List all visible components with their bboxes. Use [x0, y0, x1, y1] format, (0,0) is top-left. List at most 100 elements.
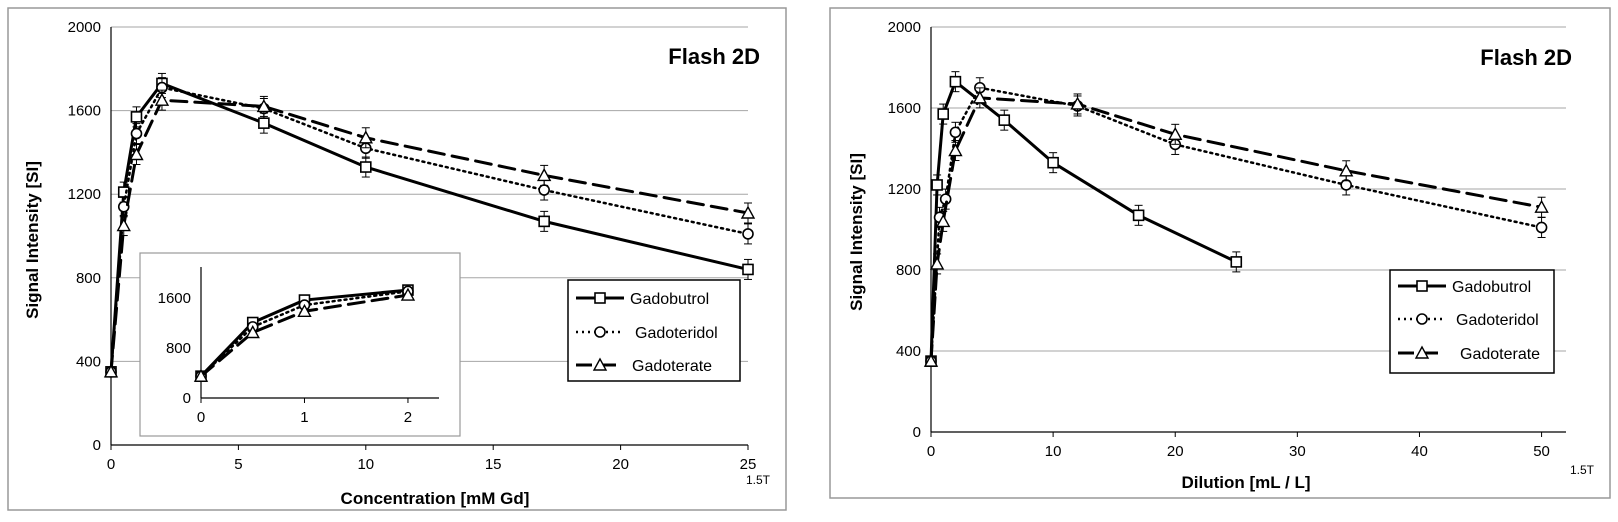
- right-y-tick-label: 400: [896, 343, 921, 360]
- right-data-point-gadobutrol: [949, 75, 962, 88]
- left-data-point-gadoterate: [154, 92, 170, 106]
- left-legend-marks: [576, 292, 624, 371]
- left-legend-marker-gadoterate: [592, 357, 608, 371]
- left-data-point-gadobutrol: [538, 215, 550, 228]
- inset-y-tick-label: 0: [183, 390, 191, 407]
- right-data-point-gadoteridol: [1535, 221, 1548, 234]
- left-series-line-gadoteridol: [109, 86, 750, 374]
- right-data-point-gadobutrol: [1230, 256, 1243, 268]
- left-y-axis-label: Signal Intensity [SI]: [23, 161, 42, 319]
- left-y-tick-label: 1200: [68, 186, 101, 203]
- left-chart-title: Flash 2D: [668, 44, 760, 69]
- left-y-tick-label: 800: [76, 270, 101, 287]
- left-data-point-gadobutrol: [742, 263, 754, 276]
- inset-x-tick-label: 2: [404, 409, 412, 426]
- left-x-tick-label: 0: [107, 456, 115, 473]
- right-x-tick-label: 50: [1533, 443, 1550, 460]
- left-legend-marker-gadoteridol: [594, 326, 606, 338]
- left-y-tick-label: 0: [93, 437, 101, 454]
- inset-y-tick-label: 800: [166, 340, 191, 357]
- left-legend-label-gadoteridol: Gadoteridol: [635, 325, 718, 342]
- right-data-point-gadoterate: [948, 143, 963, 157]
- left-field-strength-label: 1.5T: [746, 473, 771, 487]
- right-data-point-gadobutrol: [998, 114, 1011, 126]
- right-data-point-gadobutrol: [1132, 209, 1145, 222]
- left-data-point-gadobutrol: [359, 161, 372, 173]
- right-x-tick-label: 10: [1045, 443, 1062, 460]
- right-chart: 0 400 800 1200 1600 2000 0 10 20 30 40 50: [888, 19, 1566, 460]
- left-x-tick-label: 25: [740, 456, 757, 473]
- right-legend-marks: [1398, 280, 1446, 359]
- right-data-point-gadoterate: [1070, 96, 1085, 110]
- right-data-point-gadoterate: [972, 90, 988, 104]
- inset-chart: 0 800 1600 0 1 2: [139, 252, 461, 437]
- right-data-point-gadoterate: [936, 213, 951, 228]
- right-x-axis-label: Dilution [mL / L]: [1181, 473, 1310, 492]
- right-data-point-gadoteridol: [1340, 179, 1352, 191]
- left-data-point-gadoteridol: [742, 228, 754, 240]
- inset-series-line-gadoteridol: [199, 290, 410, 378]
- inset-data-point-gadoterate: [400, 287, 416, 301]
- right-x-tick-label: 20: [1167, 443, 1184, 460]
- left-data-point-gadoterate: [103, 364, 119, 378]
- right-y-tick-label: 800: [896, 262, 921, 279]
- right-y-tick-label: 0: [913, 424, 921, 441]
- left-x-tick-label: 15: [485, 456, 502, 473]
- right-y-tick-label: 1200: [888, 181, 921, 198]
- inset-data-point-gadoterate: [297, 303, 312, 317]
- right-legend-label-gadoterate: Gadoterate: [1460, 346, 1540, 363]
- right-legend-marker-gadoterate: [1414, 345, 1430, 359]
- right-field-strength-label: 1.5T: [1570, 463, 1595, 477]
- left-x-axis-label: Concentration [mM Gd]: [341, 489, 530, 508]
- right-legend-label-gadobutrol: Gadobutrol: [1452, 279, 1531, 296]
- right-data-point-gadobutrol: [931, 179, 943, 191]
- left-legend-label-gadobutrol: Gadobutrol: [630, 291, 709, 308]
- right-x-tick-label: 40: [1411, 443, 1428, 460]
- left-legend-marker-gadobutrol: [594, 292, 606, 304]
- right-data-point-gadoterate: [1168, 126, 1183, 141]
- left-x-tick-label: 5: [234, 456, 242, 473]
- right-chart-title: Flash 2D: [1480, 45, 1572, 70]
- inset-x-tick-label: 0: [197, 409, 205, 426]
- left-data-point-gadoterate: [116, 218, 131, 232]
- inset-data-point-gadoterate: [193, 368, 209, 382]
- left-data-point-gadoterate: [536, 167, 552, 182]
- right-y-axis-label: Signal Intensity [SI]: [847, 153, 866, 311]
- left-y-tick-label: 400: [76, 353, 101, 370]
- right-y-tick-label: 2000: [888, 19, 921, 36]
- left-data-point-gadoterate: [740, 205, 756, 219]
- inset-x-tick-label: 1: [300, 409, 308, 426]
- left-y-tick-label: 1600: [68, 103, 101, 120]
- left-data-point-gadoteridol: [538, 184, 550, 196]
- right-y-tick-label: 1600: [888, 100, 921, 117]
- right-data-point-gadoterate: [1339, 163, 1354, 177]
- left-data-point-gadoterate: [129, 147, 144, 161]
- right-data-point-gadoterate: [923, 353, 939, 367]
- right-legend: Gadobutrol Gadoteridol Gadoterate: [1389, 269, 1555, 374]
- left-y-tick-label: 2000: [68, 19, 101, 36]
- left-data-point-gadobutrol: [258, 117, 270, 129]
- inset-series-line-gadobutrol: [199, 288, 410, 378]
- left-series-line-gadoterate: [109, 98, 750, 374]
- left-legend-label-gadoterate: Gadoterate: [632, 358, 712, 375]
- inset-data-point-gadoterate: [245, 325, 260, 339]
- right-data-point-gadobutrol: [1047, 156, 1059, 169]
- right-data-point-gadoterate: [1534, 199, 1549, 213]
- right-legend-marker-gadoteridol: [1416, 313, 1428, 325]
- right-data-point-gadobutrol: [937, 108, 950, 120]
- right-legend-label-gadoteridol: Gadoteridol: [1456, 312, 1539, 329]
- right-data-point-gadoteridol: [949, 126, 962, 139]
- right-x-tick-label: 0: [927, 443, 935, 460]
- right-legend-marker-gadobutrol: [1416, 280, 1428, 292]
- right-data-point-gadoterate: [929, 256, 945, 270]
- inset-series-line-gadoterate: [199, 293, 410, 378]
- left-data-point-gadoterate: [256, 98, 272, 113]
- left-x-tick-label: 20: [612, 456, 629, 473]
- inset-frame: [139, 252, 461, 437]
- left-data-point-gadoterate: [358, 130, 373, 144]
- left-data-point-gadoteridol: [130, 127, 143, 140]
- left-data-point-gadobutrol: [130, 111, 143, 123]
- inset-y-tick-label: 1600: [158, 290, 191, 307]
- left-legend: Gadobutrol Gadoteridol Gadoterate: [567, 279, 741, 382]
